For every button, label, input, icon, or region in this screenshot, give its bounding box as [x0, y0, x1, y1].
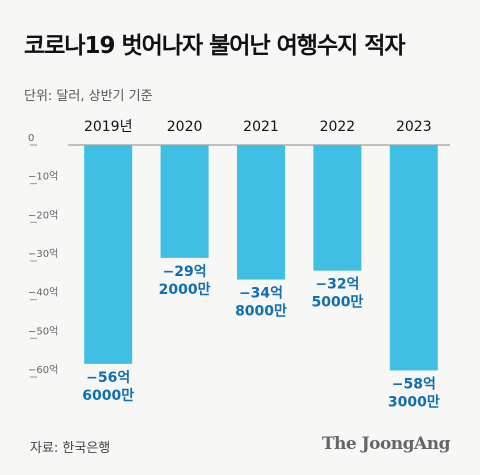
data-label: 3000만: [388, 394, 440, 410]
data-label: −56억: [86, 370, 130, 386]
y-tick-label: −60억: [28, 364, 58, 376]
data-label: −32억: [315, 277, 359, 293]
data-label: −29억: [163, 264, 207, 280]
bar: [84, 145, 133, 364]
chart-subtitle: 단위: 달러, 상반기 기준: [24, 89, 153, 104]
data-label: 6000만: [82, 388, 134, 404]
y-tick-label: −30억: [28, 248, 58, 260]
bar: [389, 145, 438, 371]
bar: [237, 145, 285, 280]
y-tick-label: −40억: [28, 287, 58, 299]
category-label: 2020: [167, 119, 203, 135]
bar: [313, 145, 362, 271]
category-label: 2023: [396, 119, 432, 135]
data-label: −34억: [239, 286, 283, 302]
y-tick-label: −50억: [28, 325, 58, 337]
category-label: 2022: [320, 119, 356, 135]
publisher-logo: The JoongAng: [321, 434, 451, 454]
data-label: −58억: [392, 376, 436, 392]
source-note: 자료: 한국은행: [30, 441, 111, 456]
chart-title: 코로나19 벗어나자 불어난 여행수지 적자: [24, 33, 406, 59]
category-label: 2019년: [84, 119, 133, 135]
y-tick-label: −10억: [28, 171, 58, 183]
data-label: 2000만: [159, 282, 211, 298]
y-tick-label: 0: [28, 133, 34, 144]
category-label: 2021: [243, 119, 279, 135]
bar: [160, 145, 209, 258]
data-label: 8000만: [235, 304, 287, 320]
y-tick-label: −20억: [28, 209, 58, 221]
data-label: 5000만: [311, 295, 363, 311]
